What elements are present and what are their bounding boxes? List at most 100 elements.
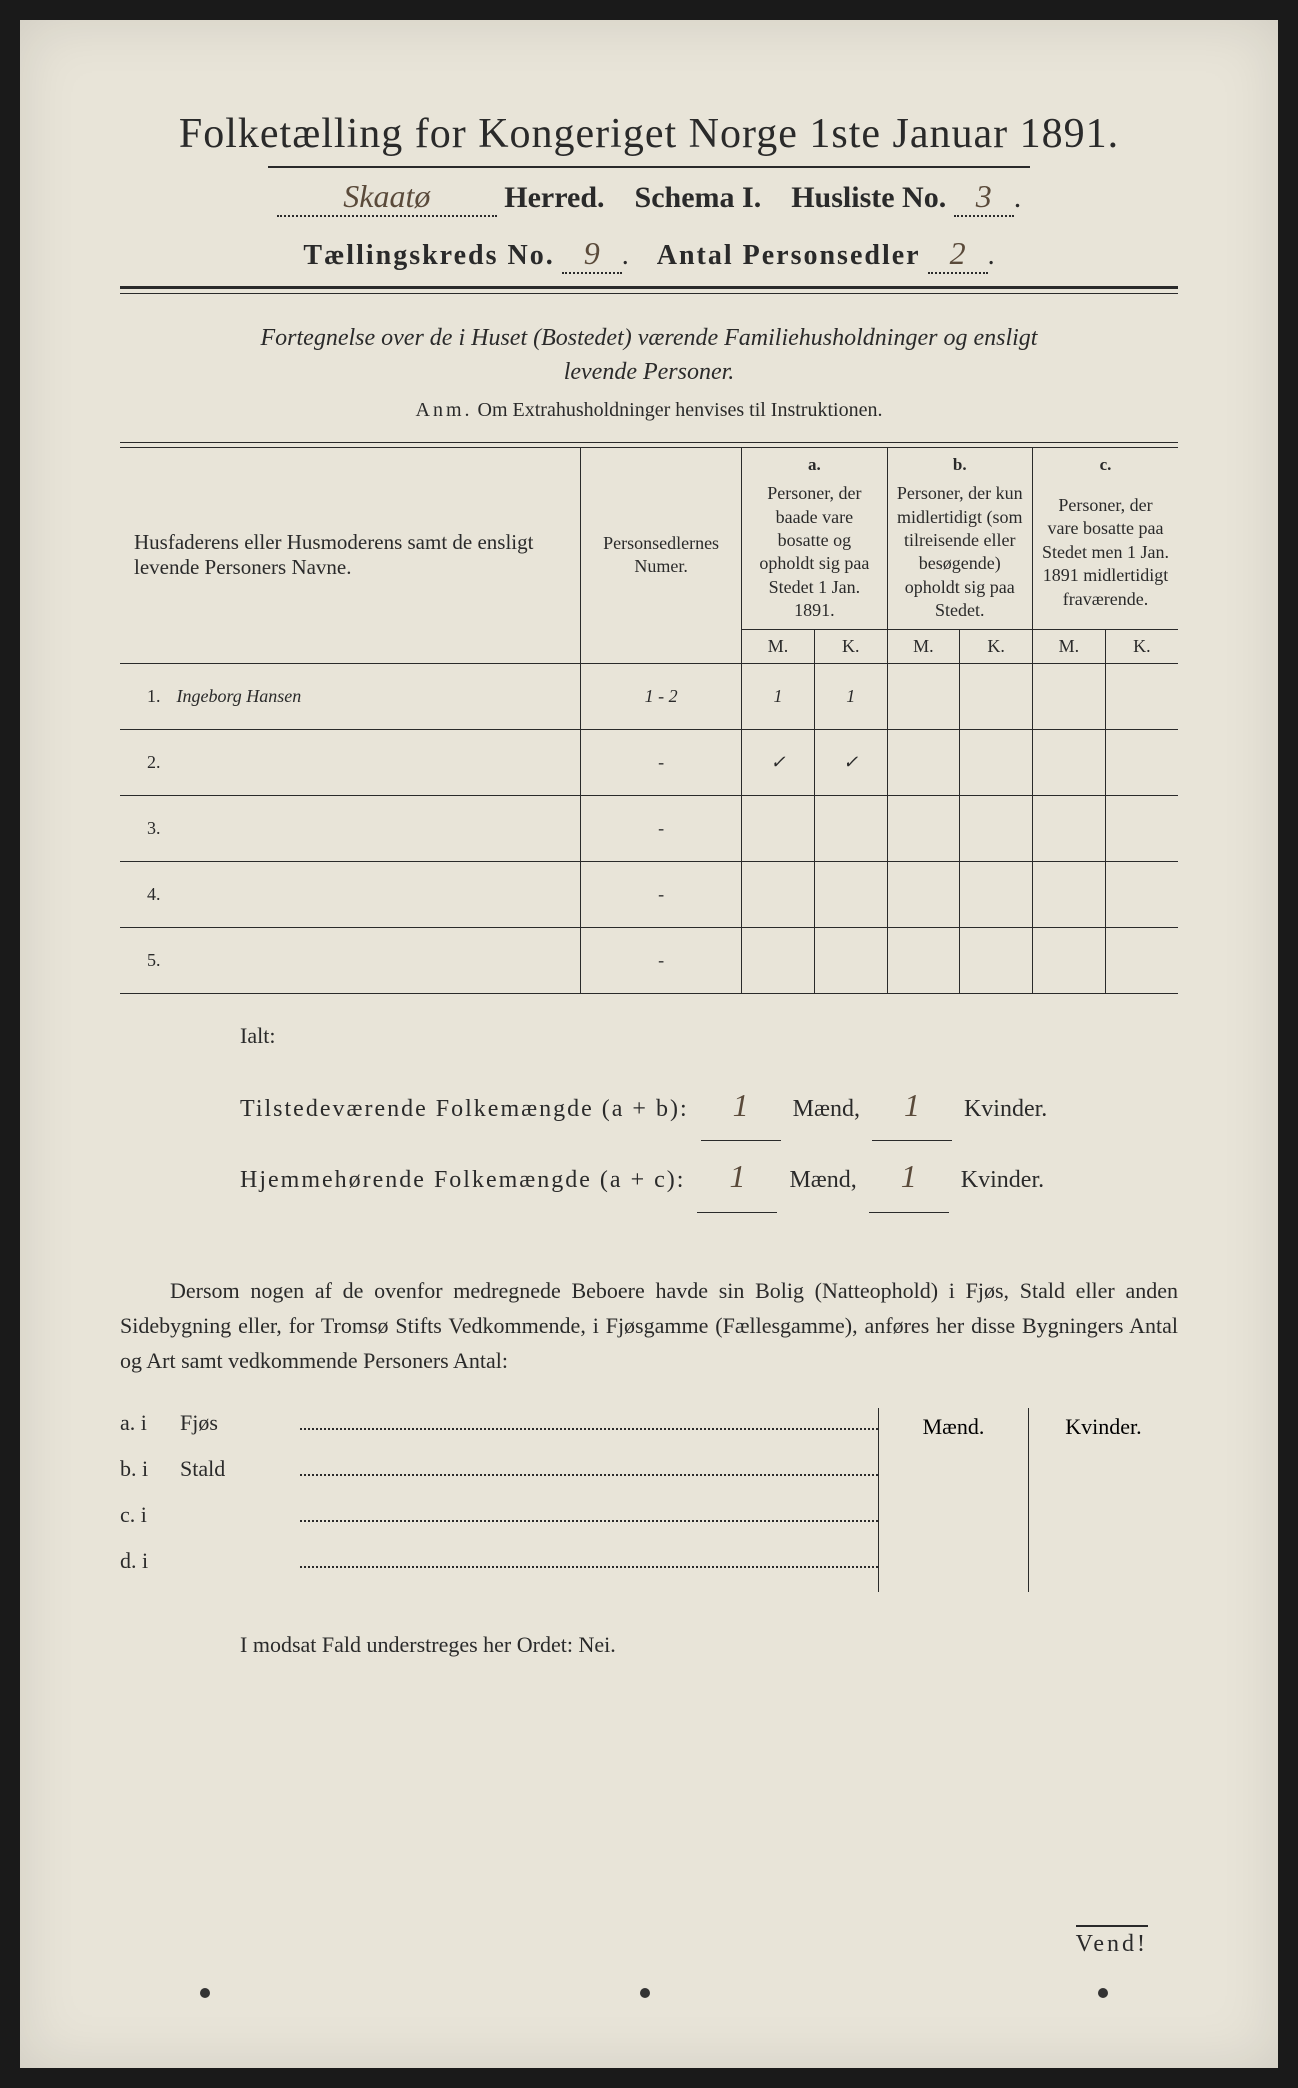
pinhole-icon [200, 1988, 210, 1998]
bolig-section: a. i Fjøs b. i Stald c. i d. i Mænd. Kvi… [120, 1408, 1178, 1592]
pinhole-icon [1098, 1988, 1108, 1998]
row-pnum: - [581, 927, 742, 993]
intro-text: Fortegnelse over de i Huset (Bostedet) v… [120, 322, 1178, 389]
row-c-k [1105, 795, 1178, 861]
col-a-k: K. [814, 629, 887, 663]
row-a-k [814, 861, 887, 927]
bolig-right: Mænd. Kvinder. [878, 1408, 1178, 1592]
row-name [168, 795, 580, 861]
row-b-m [887, 795, 960, 861]
row-a-m: ✓ [742, 729, 815, 795]
table-row: 5. - [120, 927, 1178, 993]
bolig-row: b. i Stald [120, 1454, 878, 1482]
main-title: Folketælling for Kongeriget Norge 1ste J… [120, 110, 1178, 158]
row-pnum: - [581, 729, 742, 795]
kreds-value: 9 [562, 235, 622, 274]
row-b-m [887, 729, 960, 795]
main-table: Husfaderens eller Husmoderens samt de en… [120, 447, 1178, 993]
schema-label: Schema I. [635, 181, 762, 214]
anm-label: Anm. [416, 399, 473, 421]
col-c-head: c. [1032, 448, 1178, 477]
row-c-m [1032, 927, 1105, 993]
row-b-k [960, 729, 1033, 795]
col-a-m: M. [742, 629, 815, 663]
row-pnum: 1 - 2 [581, 663, 742, 729]
totals-v2-m: 1 [697, 1141, 777, 1212]
husliste-value: 3 [954, 178, 1014, 217]
bolig-dots [300, 1454, 878, 1476]
bolig-label: a. i [120, 1410, 180, 1436]
double-rule [120, 286, 1178, 294]
totals-v2-k: 1 [869, 1141, 949, 1212]
row-name: Ingeborg Hansen [168, 663, 580, 729]
header-line-2: Skaatø Herred. Schema I. Husliste No. 3. [120, 178, 1178, 217]
ialt-label: Ialt: [240, 1012, 1178, 1060]
col-b-head: b. [887, 448, 1032, 477]
table-row: 3. - [120, 795, 1178, 861]
herred-value: Skaatø [277, 178, 497, 217]
col-b-k: K. [960, 629, 1033, 663]
table-row: 2. - ✓ ✓ [120, 729, 1178, 795]
husliste-label: Husliste No. [791, 181, 946, 214]
totals-block: Ialt: Tilstedeværende Folkemængde (a + b… [240, 1012, 1178, 1213]
herred-label: Herred. [504, 181, 604, 214]
rule-above-table [120, 442, 1178, 443]
col-names-header: Husfaderens eller Husmoderens samt de en… [120, 448, 581, 663]
bolig-row: d. i [120, 1546, 878, 1574]
bolig-row: c. i [120, 1500, 878, 1528]
row-number: 4. [120, 861, 168, 927]
table-row: 1. Ingeborg Hansen 1 - 2 1 1 [120, 663, 1178, 729]
row-a-m [742, 795, 815, 861]
col-b-m: M. [887, 629, 960, 663]
row-a-k: ✓ [814, 729, 887, 795]
row-a-m [742, 861, 815, 927]
intro-line2: levende Personer. [564, 359, 735, 385]
row-name [168, 729, 580, 795]
row-b-k [960, 663, 1033, 729]
pinhole-icon [640, 1988, 650, 1998]
row-b-m [887, 861, 960, 927]
col-a-text: Personer, der baade vare bosatte og opho… [742, 476, 887, 629]
bolig-label: c. i [120, 1502, 180, 1528]
row-c-m [1032, 729, 1105, 795]
row-b-m [887, 927, 960, 993]
bolig-label: b. i [120, 1456, 180, 1482]
bolig-label: d. i [120, 1548, 180, 1574]
row-number: 2. [120, 729, 168, 795]
bolig-dots [300, 1408, 878, 1430]
row-b-k [960, 795, 1033, 861]
intro-line1: Fortegnelse over de i Huset (Bostedet) v… [261, 325, 1038, 351]
bolig-type: Fjøs [180, 1410, 300, 1436]
row-a-m [742, 927, 815, 993]
kreds-label: Tællingskreds No. [303, 240, 554, 271]
row-pnum: - [581, 861, 742, 927]
row-name [168, 927, 580, 993]
row-c-k [1105, 861, 1178, 927]
row-number: 3. [120, 795, 168, 861]
antal-label: Antal Personsedler [657, 240, 921, 271]
row-a-k: 1 [814, 663, 887, 729]
col-pnum-header: Personsedlernes Numer. [581, 448, 742, 663]
bolig-kvinder-col: Kvinder. [1029, 1408, 1178, 1592]
col-c-k: K. [1105, 629, 1178, 663]
row-number: 1. [120, 663, 168, 729]
title-underline [268, 166, 1030, 168]
bolig-dots [300, 1500, 878, 1522]
row-c-m [1032, 663, 1105, 729]
bolig-left: a. i Fjøs b. i Stald c. i d. i [120, 1408, 878, 1592]
bolig-dots [300, 1546, 878, 1568]
totals-v1-k: 1 [872, 1070, 952, 1141]
row-c-m [1032, 795, 1105, 861]
col-c-text: Personer, der vare bosatte paa Stedet me… [1032, 476, 1178, 629]
modsat-line: I modsat Fald understreges her Ordet: Ne… [120, 1632, 1178, 1658]
dersom-paragraph: Dersom nogen af de ovenfor medregnede Be… [120, 1273, 1178, 1379]
census-form-page: Folketælling for Kongeriget Norge 1ste J… [20, 20, 1278, 2068]
row-b-m [887, 663, 960, 729]
totals-v1-m: 1 [701, 1070, 781, 1141]
header-line-3: Tællingskreds No. 9. Antal Personsedler … [120, 235, 1178, 274]
row-pnum: - [581, 795, 742, 861]
vend-label: Vend! [1076, 1925, 1148, 1958]
antal-value: 2 [928, 235, 988, 274]
bolig-row: a. i Fjøs [120, 1408, 878, 1436]
row-name [168, 861, 580, 927]
